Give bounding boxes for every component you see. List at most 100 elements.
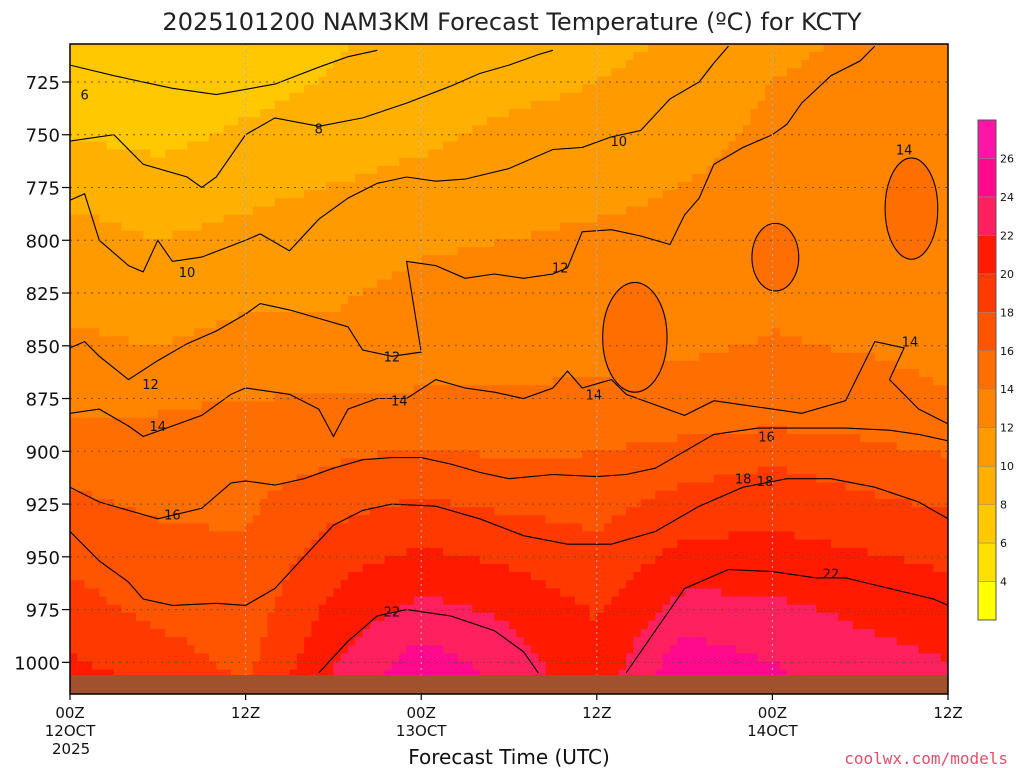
field-cell [933, 117, 942, 126]
field-cell [267, 304, 276, 313]
field-cell [399, 76, 408, 86]
field-cell [326, 377, 334, 386]
field-cell [874, 230, 883, 240]
field-cell [289, 255, 298, 264]
field-cell [443, 174, 452, 183]
field-cell [604, 149, 613, 159]
field-cell [516, 60, 525, 69]
field-cell [677, 369, 686, 378]
field-cell [413, 100, 422, 110]
field-cell [369, 44, 378, 53]
field-cell [135, 222, 144, 232]
field-cell [845, 295, 854, 305]
field-cell [179, 377, 188, 386]
field-cell [77, 255, 86, 264]
field-cell [194, 141, 203, 151]
field-cell [84, 68, 93, 78]
field-cell [750, 76, 759, 86]
field-cell [311, 84, 320, 94]
field-cell [940, 206, 948, 216]
field-cell [794, 109, 803, 118]
field-cell [699, 263, 708, 273]
field-cell [574, 133, 583, 143]
field-cell [713, 190, 722, 199]
field-cell [289, 133, 298, 143]
field-cell [238, 344, 247, 354]
field-cell [157, 295, 166, 305]
field-cell [845, 222, 854, 232]
field-cell [845, 125, 854, 134]
field-cell [201, 84, 210, 94]
field-cell [421, 287, 430, 297]
field-cell [699, 125, 708, 134]
field-cell [560, 328, 569, 338]
field-cell [333, 76, 342, 86]
field-cell [209, 271, 217, 281]
field-cell [604, 84, 613, 94]
field-cell [904, 328, 913, 338]
field-cell [113, 165, 122, 175]
field-cell [318, 344, 327, 354]
field-cell [487, 133, 495, 143]
field-cell [743, 247, 752, 256]
field-cell [552, 369, 561, 378]
field-cell [457, 165, 466, 175]
field-cell [421, 68, 430, 78]
field-cell [677, 279, 686, 289]
field-cell [706, 344, 715, 354]
field-cell [713, 206, 722, 216]
field-cell [567, 336, 576, 346]
field-cell [362, 328, 371, 338]
field-cell [560, 174, 569, 183]
field-cell [348, 369, 356, 378]
field-cell [830, 255, 839, 264]
field-cell [421, 92, 430, 102]
field-cell [794, 369, 803, 378]
field-cell [560, 157, 569, 167]
field-cell [391, 198, 400, 208]
field-cell [252, 344, 261, 354]
field-cell [260, 182, 269, 191]
field-cell [230, 165, 239, 175]
field-cell [516, 52, 525, 61]
field-cell [450, 141, 459, 151]
field-cell [406, 304, 415, 313]
field-cell [801, 149, 810, 159]
field-cell [494, 214, 503, 224]
field-cell [428, 133, 437, 143]
field-cell [377, 222, 386, 232]
field-cell [487, 68, 495, 78]
field-cell [333, 165, 342, 175]
field-cell [99, 360, 108, 370]
field-cell [552, 44, 561, 53]
field-cell [552, 247, 561, 256]
field-cell [413, 312, 422, 321]
field-cell [728, 336, 737, 346]
field-cell [538, 100, 547, 110]
field-cell [721, 165, 730, 175]
field-cell [84, 263, 93, 273]
field-cell [787, 174, 795, 183]
field-cell [838, 271, 847, 281]
field-cell [406, 109, 415, 118]
field-cell [318, 60, 327, 69]
field-cell [926, 165, 934, 175]
field-cell [238, 100, 247, 110]
field-cell [413, 336, 422, 346]
field-cell [918, 336, 927, 346]
field-cell [896, 255, 905, 264]
field-cell [830, 44, 839, 53]
field-cell [384, 133, 393, 143]
field-cell [911, 60, 920, 69]
field-cell [369, 360, 378, 370]
field-cell [267, 157, 276, 167]
field-cell [743, 76, 752, 86]
field-cell [860, 304, 869, 313]
field-cell [816, 344, 825, 354]
field-cell [750, 271, 759, 281]
field-cell [640, 214, 649, 224]
field-cell [596, 141, 605, 151]
field-cell [611, 109, 620, 118]
field-cell [699, 239, 708, 248]
field-cell [260, 157, 269, 167]
